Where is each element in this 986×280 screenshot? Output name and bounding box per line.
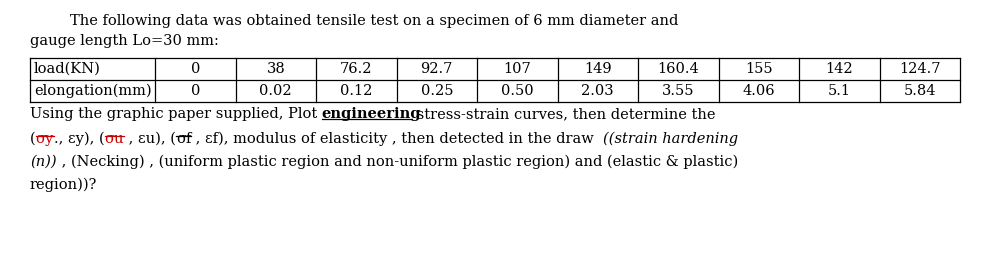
Text: 0.50: 0.50	[501, 84, 533, 98]
Text: 4.06: 4.06	[741, 84, 774, 98]
Text: region))?: region))?	[30, 178, 98, 192]
Text: 0: 0	[190, 62, 200, 76]
Text: , (Necking) , (uniform plastic region and non-uniform plastic region) and (elast: , (Necking) , (uniform plastic region an…	[56, 155, 738, 169]
Text: 5.84: 5.84	[902, 84, 935, 98]
Text: σf: σf	[176, 132, 191, 146]
Text: elongation(mm): elongation(mm)	[34, 84, 152, 98]
Text: 5.1: 5.1	[827, 84, 850, 98]
Text: gauge length Lo=30 mm:: gauge length Lo=30 mm:	[30, 34, 219, 48]
Text: 160.4: 160.4	[657, 62, 698, 76]
Text: 0: 0	[190, 84, 200, 98]
Text: 155: 155	[744, 62, 772, 76]
Text: 142: 142	[824, 62, 852, 76]
Text: 149: 149	[584, 62, 611, 76]
Text: 124.7: 124.7	[898, 62, 940, 76]
Text: 92.7: 92.7	[420, 62, 453, 76]
Text: σy: σy	[35, 132, 54, 146]
Text: 2.03: 2.03	[581, 84, 613, 98]
Text: 38: 38	[266, 62, 285, 76]
Text: , εf), modulus of elasticity , then detected in the draw: , εf), modulus of elasticity , then dete…	[191, 132, 602, 146]
Text: (: (	[30, 132, 35, 146]
Text: ., εy), (: ., εy), (	[54, 132, 105, 146]
Text: , εu), (: , εu), (	[124, 132, 176, 146]
Text: 0.02: 0.02	[259, 84, 292, 98]
Text: engineering: engineering	[321, 107, 421, 121]
Text: The following data was obtained tensile test on a specimen of 6 mm diameter and: The following data was obtained tensile …	[70, 14, 677, 28]
Text: 0.12: 0.12	[340, 84, 372, 98]
Text: 3.55: 3.55	[662, 84, 694, 98]
Text: 107: 107	[503, 62, 530, 76]
Text: 0.25: 0.25	[420, 84, 453, 98]
Text: (n)): (n))	[30, 155, 56, 169]
Text: 76.2: 76.2	[339, 62, 372, 76]
Text: load(KN): load(KN)	[34, 62, 101, 76]
Text: ((strain hardening: ((strain hardening	[602, 132, 738, 146]
Text: σu: σu	[105, 132, 124, 146]
Text: Using the graphic paper supplied, Plot: Using the graphic paper supplied, Plot	[30, 107, 321, 121]
Text: stress-strain curves, then determine the: stress-strain curves, then determine the	[411, 107, 714, 121]
